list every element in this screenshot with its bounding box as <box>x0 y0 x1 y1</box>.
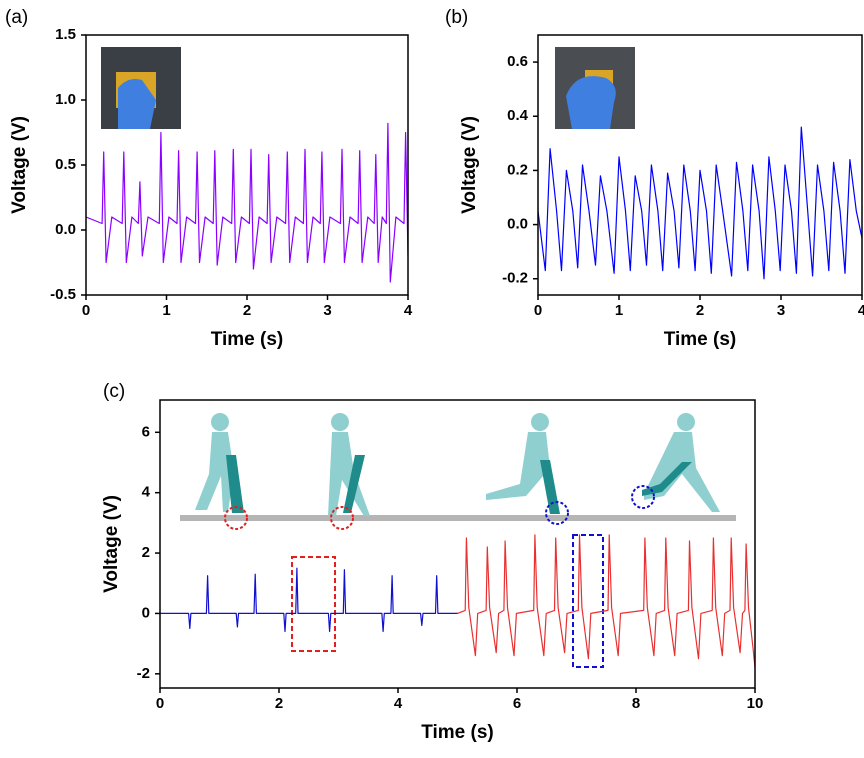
y-tick-label: -0.2 <box>502 270 528 287</box>
signal-line <box>86 122 408 283</box>
x-tick-label: 0 <box>156 695 164 712</box>
y-tick-label: 1.0 <box>55 91 76 108</box>
x-tick-label: 4 <box>858 302 864 319</box>
x-axis-label: Time (s) <box>211 329 284 350</box>
x-tick-label: 2 <box>243 302 251 319</box>
y-axis-label: Voltage (V) <box>101 495 122 593</box>
x-tick-label: 10 <box>747 695 764 712</box>
y-tick-label: -2 <box>137 665 150 682</box>
y-axis-label: Voltage (V) <box>459 116 480 214</box>
x-tick-label: 0 <box>82 302 90 319</box>
highlight-circle <box>330 506 354 530</box>
x-tick-label: 4 <box>404 302 413 319</box>
y-tick-label: 0.4 <box>507 107 529 124</box>
inset-photo <box>101 47 181 129</box>
y-tick-label: 2 <box>142 544 150 561</box>
y-tick-label: 0.0 <box>55 221 76 238</box>
highlight-box <box>572 534 604 668</box>
panel-label: (c) <box>103 381 125 402</box>
inset-photo <box>555 47 635 129</box>
highlight-circle <box>224 506 248 530</box>
walker <box>195 413 720 516</box>
x-tick-label: 0 <box>534 302 542 319</box>
x-axis-label: Time (s) <box>664 329 737 350</box>
plot <box>160 534 755 668</box>
x-tick-label: 6 <box>513 695 521 712</box>
illustration <box>180 413 736 668</box>
x-axis-label: Time (s) <box>421 722 494 743</box>
plot <box>86 122 408 283</box>
signal-line <box>457 534 755 668</box>
y-tick-label: 0.5 <box>55 156 76 173</box>
highlight-circle <box>545 501 569 525</box>
y-tick-label: -0.5 <box>50 286 76 303</box>
leg <box>226 455 692 514</box>
highlight-circle <box>631 485 655 509</box>
x-tick-label: 1 <box>162 302 170 319</box>
ground <box>180 515 736 521</box>
panel-label: (b) <box>445 7 468 28</box>
y-tick-label: 0 <box>142 604 150 621</box>
x-tick-label: 8 <box>632 695 640 712</box>
x-tick-label: 3 <box>323 302 331 319</box>
y-axis-label: Voltage (V) <box>9 116 30 214</box>
x-tick-label: 2 <box>696 302 704 319</box>
y-tick-label: 0.2 <box>507 161 528 178</box>
signal-line <box>160 567 458 633</box>
plot <box>538 126 862 280</box>
x-tick-label: 2 <box>275 695 283 712</box>
y-tick-label: 0.0 <box>507 216 528 233</box>
y-tick-label: 4 <box>142 484 151 501</box>
panel-label: (a) <box>5 7 28 28</box>
x-tick-label: 1 <box>615 302 623 319</box>
x-tick-label: 4 <box>394 695 403 712</box>
y-tick-label: 1.5 <box>55 26 76 43</box>
plot-frame <box>159 399 756 689</box>
x-tick-label: 3 <box>777 302 785 319</box>
signal-line <box>538 126 862 280</box>
highlight-box <box>291 556 336 652</box>
y-tick-label: 0.6 <box>507 53 528 70</box>
y-tick-label: 6 <box>142 423 150 440</box>
